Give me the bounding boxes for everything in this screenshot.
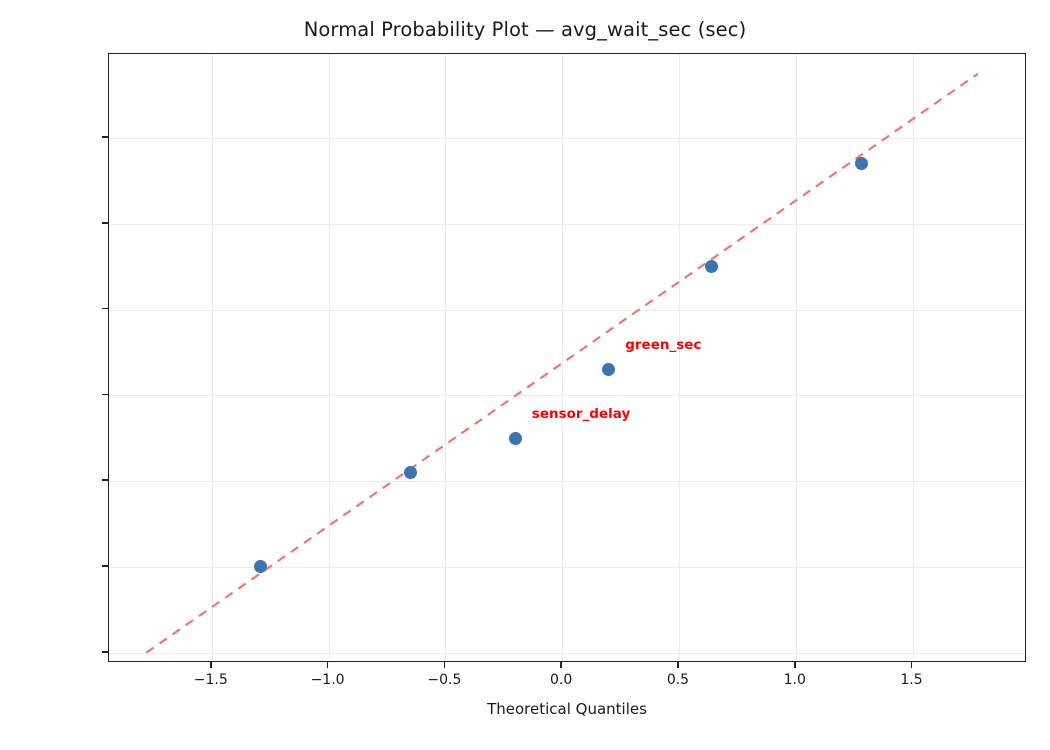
x-tick-label: −1.0: [310, 672, 345, 688]
y-tick-mark: [102, 479, 108, 481]
point-annotation-label: green_sec: [625, 337, 702, 354]
gridline-horizontal: [109, 395, 1025, 397]
data-point[interactable]: [705, 260, 719, 274]
data-point[interactable]: [602, 363, 616, 377]
gridline-vertical: [328, 54, 330, 661]
gridline-horizontal: [109, 652, 1025, 654]
x-tick-label: 1.0: [783, 672, 806, 688]
x-tick-mark: [910, 662, 913, 668]
x-tick-label: 1.5: [900, 672, 923, 688]
x-tick-mark: [677, 662, 679, 668]
x-axis-label: Theoretical Quantiles: [487, 700, 647, 718]
y-tick-mark: [102, 393, 108, 396]
y-tick-mark: [102, 222, 108, 224]
x-tick-label: 0.5: [666, 672, 690, 688]
x-tick-label: −0.5: [427, 672, 462, 688]
chart-title: Normal Probability Plot — avg_wait_sec (…: [303, 18, 747, 41]
y-tick-mark: [102, 565, 108, 567]
y-tick-mark: [102, 307, 108, 310]
x-tick-mark: [793, 662, 796, 668]
y-tick-mark: [102, 136, 108, 138]
x-tick-label: −1.5: [193, 672, 228, 688]
x-tick-mark: [560, 662, 562, 668]
gridline-vertical: [795, 54, 797, 661]
data-point[interactable]: [854, 157, 868, 171]
gridline-vertical: [445, 54, 447, 661]
data-point[interactable]: [403, 466, 417, 480]
x-tick-mark: [443, 662, 446, 668]
gridline-horizontal: [109, 566, 1025, 568]
gridline-horizontal: [109, 223, 1025, 225]
plot-area: sensor_delay green_sec: [108, 53, 1026, 662]
x-tick-mark: [326, 662, 329, 668]
y-tick-mark: [102, 650, 108, 653]
x-tick-mark: [209, 662, 212, 668]
y-axis-label: Effects: [0, 332, 3, 383]
gridline-horizontal: [109, 138, 1025, 140]
normal-reference-line: [145, 72, 979, 654]
x-tick-label: 0.0: [550, 672, 573, 688]
gridline-vertical: [562, 54, 564, 661]
gridline-vertical: [912, 54, 914, 661]
gridline-horizontal: [109, 481, 1025, 483]
point-annotation-label: sensor_delay: [531, 406, 631, 423]
gridline-horizontal: [109, 309, 1025, 311]
data-point[interactable]: [508, 431, 522, 445]
gridline-vertical: [211, 54, 213, 661]
data-point[interactable]: [254, 560, 268, 574]
gridline-vertical: [678, 54, 680, 661]
